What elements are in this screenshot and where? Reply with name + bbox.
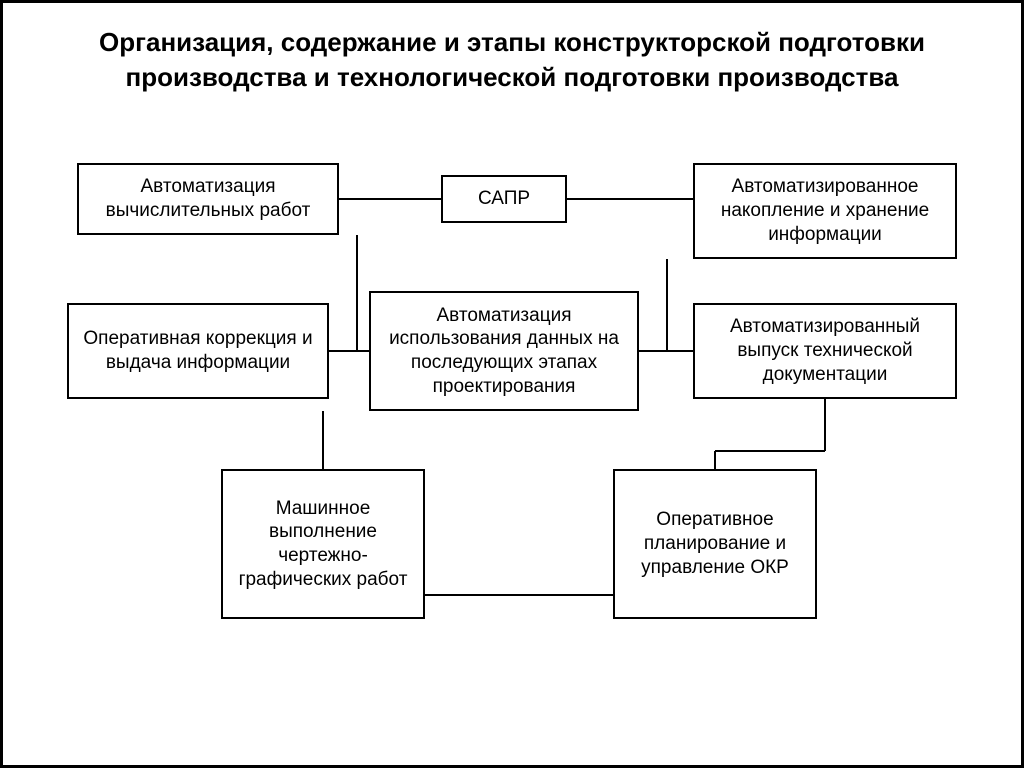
node-calc: Автоматизация вычислительных работ [77,163,339,235]
node-planning: Оперативное планирование и управление ОК… [613,469,817,619]
page-title: Организация, содержание и этапы конструк… [3,3,1021,105]
node-docs: Автоматизированный выпуск технической до… [693,303,957,399]
node-drawings: Машинное выполнение чертежно-графических… [221,469,425,619]
node-storage: Автоматизированное накопление и хранение… [693,163,957,259]
node-corr: Оперативная коррекция и выдача информаци… [67,303,329,399]
flowchart-diagram: САПР Автоматизация вычислительных работ Ав… [3,163,1024,763]
node-sapr: САПР [441,175,567,223]
node-usage: Автоматизация использования данных на по… [369,291,639,411]
